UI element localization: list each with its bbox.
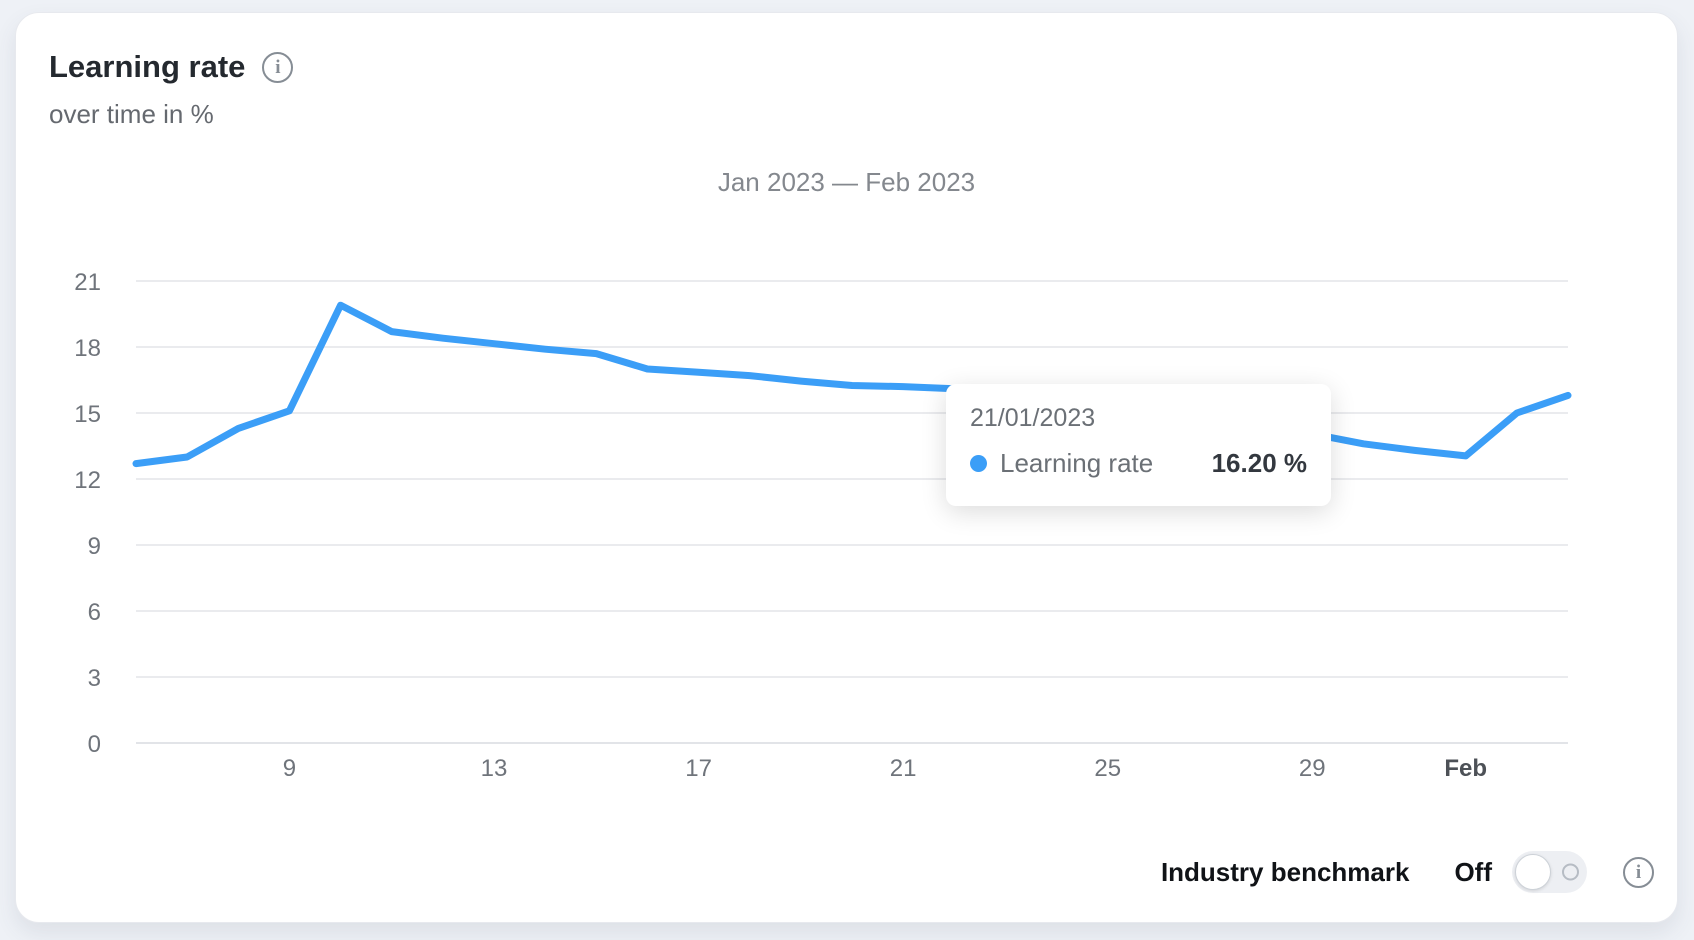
x-tick-label: 9 [283, 755, 296, 782]
x-tick-label: 21 [890, 755, 917, 782]
learning-rate-line[interactable] [132, 301, 1572, 468]
chart-tooltip: 21/01/2023 Learning rate 16.20 % [946, 384, 1331, 506]
toggle-knob[interactable] [1515, 854, 1551, 890]
industry-benchmark-row: Industry benchmark Off i [1161, 851, 1654, 893]
tooltip-value: 16.20 % [1211, 448, 1307, 478]
tooltip-series-label: Learning rate [1000, 448, 1154, 478]
tooltip-date: 21/01/2023 [970, 404, 1096, 432]
y-tick-label: 9 [88, 533, 101, 560]
page-title: Learning rate i [49, 49, 294, 85]
benchmark-toggle[interactable] [1512, 851, 1587, 893]
x-tick-label: 17 [685, 755, 712, 782]
learning-rate-card: Learning rate i over time in % Jan 2023 … [15, 12, 1678, 923]
chart-range-title: Jan 2023 — Feb 2023 [717, 167, 976, 197]
page-title-text: Learning rate [49, 49, 246, 84]
x-tick-label: 13 [481, 755, 508, 782]
x-tick-label: 25 [1094, 755, 1121, 782]
x-tick-label: 29 [1299, 755, 1326, 782]
x-tick-label: Feb [1444, 755, 1487, 782]
y-tick-label: 15 [74, 401, 101, 428]
y-tick-label: 3 [88, 665, 101, 692]
info-glyph: i [1635, 861, 1642, 883]
y-tick-label: 0 [88, 731, 101, 758]
benchmark-info-icon[interactable]: i [1623, 856, 1654, 888]
y-tick-label: 18 [74, 335, 101, 362]
series-color-dot [970, 455, 987, 472]
info-glyph: i [275, 56, 281, 78]
tooltip-row: Learning rate 16.20 % [970, 448, 1307, 479]
y-tick-label: 6 [88, 599, 101, 626]
y-tick-label: 21 [74, 269, 101, 296]
page-subtitle: over time in % [49, 99, 214, 129]
toggle-ghost-dot [1562, 863, 1579, 881]
y-tick-label: 12 [74, 467, 101, 494]
benchmark-state: Off [1454, 856, 1492, 887]
benchmark-label: Industry benchmark [1160, 856, 1410, 887]
title-info-icon[interactable]: i [262, 51, 294, 83]
learning-rate-chart[interactable]: 0 3 6 9 12 15 18 21 9 13 17 21 25 29 Feb [16, 13, 1679, 813]
